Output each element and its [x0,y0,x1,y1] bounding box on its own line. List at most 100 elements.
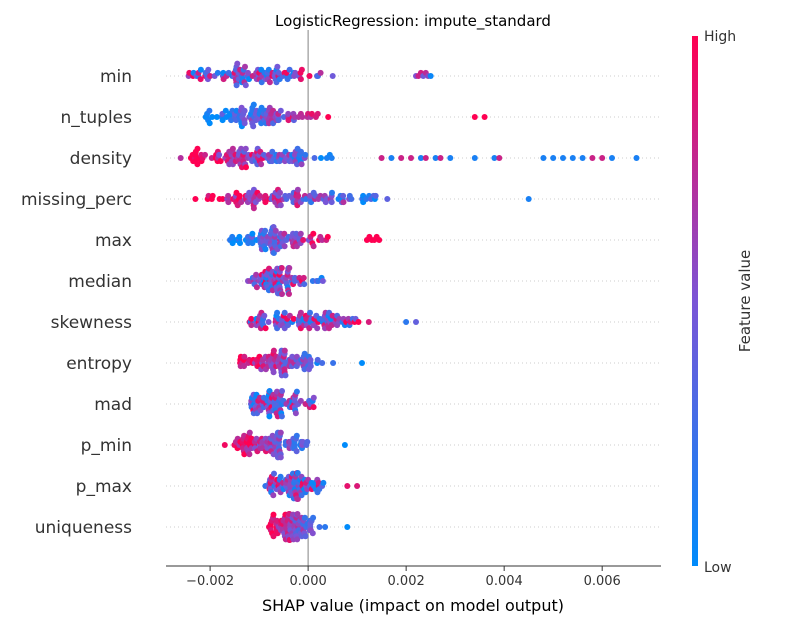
shap-point [293,432,300,439]
shap-point [253,284,260,291]
shap-point [242,145,249,152]
shap-point [324,233,331,240]
shap-point [234,60,241,67]
shap-point [270,250,277,256]
shap-point [289,353,296,360]
shap-point [314,325,321,332]
shap-point [279,291,285,297]
shap-point [270,511,277,518]
shap-point [245,69,251,76]
shap-point [265,319,272,325]
shap-point [293,388,300,395]
shap-point [491,155,498,161]
shap-point [309,530,316,537]
shap-point [197,76,204,83]
shap-point [242,82,249,89]
shap-point [302,151,309,158]
shap-point [209,114,216,120]
x-tick-label: −0.002 [186,574,234,589]
shap-point [242,63,248,70]
shap-point [301,350,308,357]
shap-point [262,325,269,332]
shap-point [310,394,317,401]
shap-point [246,429,253,436]
shap-point [413,319,419,325]
shap-point [236,192,243,199]
shap-point [270,533,277,540]
shap-point [297,76,304,83]
x-axis-label: SHAP value (impact on model output) [262,596,564,615]
shap-point [249,230,256,237]
shap-point [328,155,335,161]
shap-point [214,69,221,76]
shap-point [310,404,317,411]
shap-point [281,230,288,237]
shap-point [229,145,236,152]
shap-point [286,291,292,297]
shap-point [294,496,301,502]
shap-point [310,243,317,250]
shap-point [248,315,255,322]
shap-point [365,319,372,325]
shap-point [322,524,329,530]
shap-point [292,410,299,417]
shap-point [221,442,228,448]
shap-point [310,230,317,237]
shap-point [579,155,586,161]
shap-point [314,110,321,117]
shap-point [340,192,347,199]
shap-point [277,454,284,461]
shap-point [246,451,253,458]
shap-point [599,155,606,161]
shap-point [298,161,305,168]
shap-point [277,429,284,436]
row-grid [166,75,661,528]
shap-point [300,237,307,243]
shap-point [310,514,317,521]
x-axis: −0.002 0.000 0.002 0.004 0.006 [166,565,661,589]
shap-point [372,192,379,199]
shap-point [398,155,405,161]
shap-point [225,192,232,199]
feature-label: missing_perc [21,190,132,210]
shap-point [496,155,503,161]
shap-point [316,524,323,530]
shap-point [250,205,257,212]
shap-point [432,155,439,161]
shap-point [277,202,284,209]
shap-point [241,353,248,360]
shap-point [293,448,300,455]
shap-point [403,319,410,325]
shap-point [307,309,313,316]
x-tick-label: 0.004 [486,574,523,589]
shap-point [376,237,383,243]
shap-point [262,246,269,253]
shap-point [256,192,263,199]
shap-point [569,155,576,161]
shap-point [194,161,201,168]
shap-point [206,107,213,114]
shap-point [294,186,301,193]
shap-point [481,114,488,120]
shap-point [298,66,305,73]
shap-point [270,492,277,499]
shap-point [281,309,288,316]
shap-point [422,155,429,161]
shap-point [225,199,232,206]
shap-point [262,199,269,206]
shap-point [266,79,273,86]
shap-point [285,117,292,124]
shap-point [241,363,247,370]
shap-point [589,155,596,161]
shap-point [301,281,308,288]
shap-point [192,196,199,202]
shap-point [217,158,224,165]
shap-point [307,356,314,363]
shap-point [266,388,273,394]
shap-point [280,114,287,120]
shap-point [275,117,282,124]
shap-point [278,413,285,420]
shap-point [216,151,223,158]
shap-point [279,388,285,394]
shap-point [290,315,297,322]
